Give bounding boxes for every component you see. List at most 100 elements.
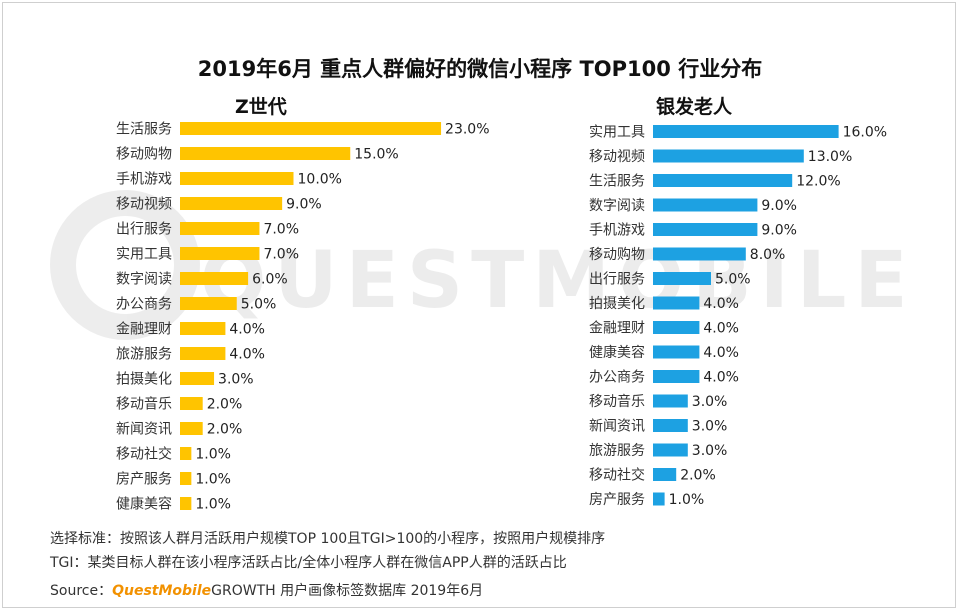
bar-silver [653,443,688,457]
value-label-z: 15.0% [354,147,398,163]
value-label-silver: 16.0% [843,125,887,141]
value-label-z: 9.0% [286,197,322,213]
category-label-z: 健康美容 [116,496,172,513]
category-label-silver: 拍摄美化 [589,296,645,312]
value-label-z: 7.0% [263,222,299,238]
source-brand: QuestMobile [112,583,212,599]
bar-z [180,122,442,135]
bar-z [180,222,260,235]
bar-z [180,197,283,210]
bar-z [180,422,203,435]
bar-silver [653,174,793,187]
value-label-silver: 3.0% [692,394,728,410]
source-label: Source： [50,583,113,599]
value-label-z: 7.0% [263,247,299,263]
value-label-silver: 13.0% [808,149,852,165]
category-label-z: 移动购物 [116,147,172,163]
value-label-z: 1.0% [195,447,231,463]
bar-z [180,447,192,460]
value-label-z: 1.0% [195,472,231,488]
panel-title-gen-z: Z世代 [235,96,287,118]
value-label-silver: 4.0% [703,296,739,312]
category-label-z: 数字阅读 [116,271,172,288]
category-label-silver: 移动视频 [589,149,645,165]
chart-z: 生活服务 23.0% 移动购物 15.0% 手机游戏 10.0% 移动视频 9.0% 出行服务 7… [116,122,490,513]
bar-silver [653,492,665,506]
value-label-z: 2.0% [207,397,243,413]
value-label-silver: 9.0% [761,223,797,239]
bar-silver [653,419,688,432]
category-label-z: 办公商务 [116,297,172,313]
category-label-z: 移动视频 [116,197,172,213]
chart-silver: 实用工具 16.0% 移动视频 13.0% 生活服务 12.0% 数字阅读 9.0% 手机游戏 9… [589,125,887,509]
bar-silver [653,247,746,261]
category-label-z: 拍摄美化 [116,372,172,388]
bar-silver [653,149,804,163]
category-label-silver: 旅游服务 [589,443,645,459]
category-label-z: 生活服务 [116,122,172,138]
bar-z [180,397,203,410]
bar-silver [653,125,839,138]
category-label-silver: 办公商务 [589,370,645,386]
bar-z [180,172,294,185]
value-label-silver: 12.0% [796,174,840,190]
source-rest: GROWTH 用户画像标签数据库 2019年6月 [211,583,484,599]
category-label-z: 旅游服务 [116,347,172,363]
category-label-z: 移动音乐 [116,396,172,413]
category-label-silver: 实用工具 [589,125,645,141]
bar-z [180,497,192,510]
category-label-z: 房产服务 [116,472,172,488]
value-label-z: 1.0% [195,497,231,513]
bar-silver [653,370,700,383]
value-label-silver: 4.0% [703,345,739,361]
bar-z [180,322,226,335]
selection-note: 选择标准：按照该人群月活跃用户规模TOP 100且TGI>100的小程序，按照用… [50,531,606,547]
value-label-silver: 4.0% [703,370,739,386]
bar-z [180,247,260,260]
value-label-z: 2.0% [207,422,243,438]
category-label-silver: 出行服务 [589,272,645,288]
bar-silver [653,272,711,285]
value-label-silver: 1.0% [669,492,705,508]
value-label-z: 23.0% [445,122,489,138]
bar-silver [653,468,677,481]
category-label-silver: 移动购物 [589,247,645,263]
bar-z [180,372,215,385]
category-label-silver: 移动社交 [589,467,645,484]
source-line: Source：QuestMobileGROWTH 用户画像标签数据库 2019年… [50,580,483,600]
value-label-silver: 2.0% [680,468,716,484]
chart-title: 2019年6月 重点人群偏好的微信小程序 TOP100 行业分布 [197,57,763,81]
bar-silver [653,198,758,212]
category-label-silver: 生活服务 [589,174,645,190]
category-label-silver: 健康美容 [589,344,645,361]
bar-silver [653,345,700,359]
category-label-z: 金融理财 [116,322,172,338]
value-label-silver: 3.0% [692,419,728,435]
panel-title-silver: 银发老人 [656,96,733,118]
value-label-z: 5.0% [241,297,277,313]
bar-z [180,297,237,310]
bar-z [180,347,226,360]
value-label-silver: 9.0% [761,198,797,214]
bar-z [180,472,192,485]
category-label-silver: 金融理财 [589,321,645,337]
bar-silver [653,321,700,334]
bar-silver [653,296,700,310]
value-label-silver: 5.0% [715,272,751,288]
bar-silver [653,394,688,408]
value-label-z: 6.0% [252,272,288,288]
category-label-silver: 手机游戏 [589,223,645,239]
value-label-z: 10.0% [298,172,342,188]
category-label-silver: 数字阅读 [589,197,645,214]
value-label-silver: 3.0% [692,443,728,459]
category-label-z: 实用工具 [116,247,172,263]
category-label-silver: 移动音乐 [589,393,645,410]
bar-z [180,147,351,160]
category-label-z: 移动社交 [116,446,172,463]
tgi-note: TGI：某类目标人群在该小程序活跃占比/全体小程序人群在微信APP人群的活跃占比 [50,555,567,571]
value-label-silver: 8.0% [750,247,786,263]
category-label-silver: 新闻资讯 [589,419,645,435]
value-label-z: 4.0% [229,322,265,338]
category-label-z: 出行服务 [116,222,172,238]
